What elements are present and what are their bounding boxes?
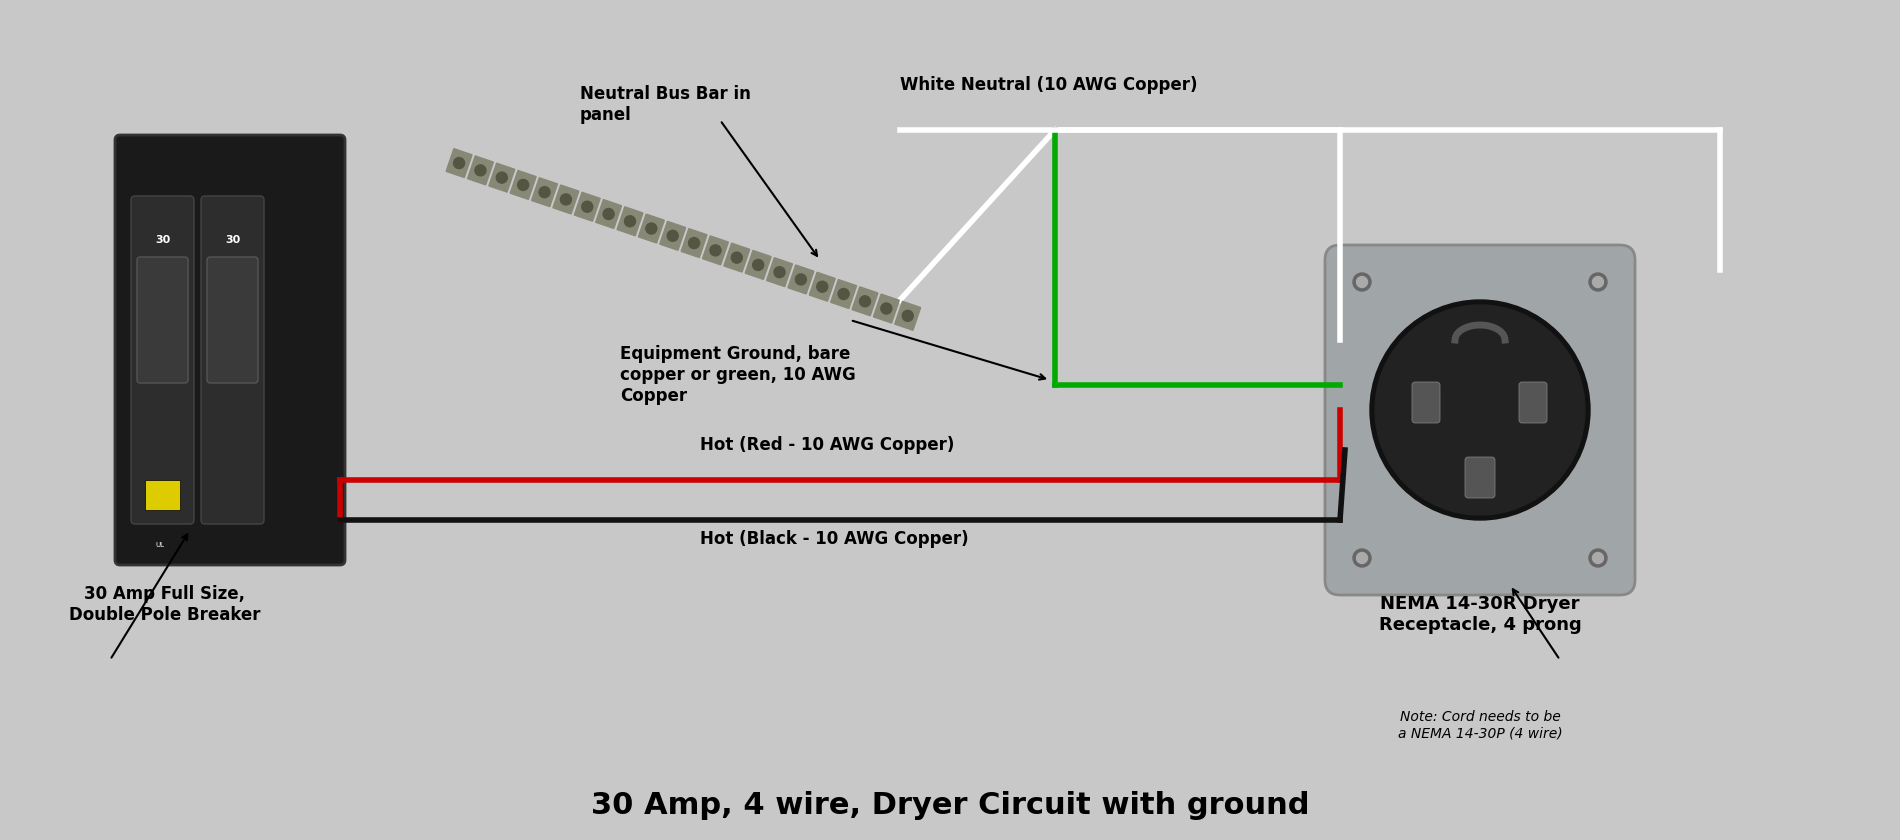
Circle shape xyxy=(1357,276,1368,287)
Circle shape xyxy=(1592,553,1604,564)
Text: Neutral Bus Bar in
panel: Neutral Bus Bar in panel xyxy=(580,85,750,123)
FancyBboxPatch shape xyxy=(1518,382,1547,423)
FancyBboxPatch shape xyxy=(137,257,188,383)
Polygon shape xyxy=(851,286,878,316)
Text: Note: Cord needs to be
a NEMA 14-30P (4 wire): Note: Cord needs to be a NEMA 14-30P (4 … xyxy=(1398,710,1562,740)
Circle shape xyxy=(1592,276,1604,287)
Polygon shape xyxy=(488,163,515,192)
Circle shape xyxy=(1353,273,1372,291)
Polygon shape xyxy=(680,228,707,258)
Circle shape xyxy=(496,172,507,183)
Polygon shape xyxy=(553,185,580,214)
Circle shape xyxy=(581,202,593,213)
Polygon shape xyxy=(446,149,471,177)
Circle shape xyxy=(1357,553,1368,564)
Polygon shape xyxy=(788,265,813,294)
Circle shape xyxy=(796,274,806,285)
Polygon shape xyxy=(597,200,621,228)
Polygon shape xyxy=(766,258,792,286)
Polygon shape xyxy=(467,156,494,185)
Polygon shape xyxy=(809,272,836,302)
Text: 30: 30 xyxy=(156,235,171,245)
Text: Hot (Red - 10 AWG Copper): Hot (Red - 10 AWG Copper) xyxy=(699,436,954,454)
Polygon shape xyxy=(724,244,750,272)
Text: NEMA 14-30R Dryer
Receptacle, 4 prong: NEMA 14-30R Dryer Receptacle, 4 prong xyxy=(1379,595,1581,634)
Circle shape xyxy=(602,208,614,219)
Polygon shape xyxy=(745,250,771,280)
FancyBboxPatch shape xyxy=(207,257,258,383)
FancyBboxPatch shape xyxy=(1324,245,1636,595)
Circle shape xyxy=(1370,300,1590,520)
Polygon shape xyxy=(895,302,922,330)
Circle shape xyxy=(625,216,635,227)
Circle shape xyxy=(1588,273,1607,291)
Circle shape xyxy=(773,266,785,278)
Circle shape xyxy=(517,180,528,191)
Circle shape xyxy=(454,158,466,169)
Circle shape xyxy=(838,288,849,300)
Circle shape xyxy=(817,281,828,292)
Polygon shape xyxy=(532,178,557,207)
Circle shape xyxy=(1376,305,1585,515)
Circle shape xyxy=(688,238,699,249)
FancyBboxPatch shape xyxy=(1412,382,1440,423)
Text: Hot (Black - 10 AWG Copper): Hot (Black - 10 AWG Copper) xyxy=(699,530,969,548)
Circle shape xyxy=(475,165,486,176)
Polygon shape xyxy=(659,222,686,250)
Polygon shape xyxy=(830,280,857,308)
Text: White Neutral (10 AWG Copper): White Neutral (10 AWG Copper) xyxy=(901,76,1197,94)
FancyBboxPatch shape xyxy=(1465,457,1495,498)
FancyBboxPatch shape xyxy=(116,135,346,565)
Polygon shape xyxy=(618,207,642,236)
Text: 30: 30 xyxy=(224,235,239,245)
Bar xyxy=(144,480,180,510)
Polygon shape xyxy=(638,214,665,243)
Text: Equipment Ground, bare
copper or green, 10 AWG
Copper: Equipment Ground, bare copper or green, … xyxy=(619,345,855,405)
Circle shape xyxy=(711,245,720,256)
Polygon shape xyxy=(574,192,600,221)
Circle shape xyxy=(540,186,549,197)
Circle shape xyxy=(752,260,764,270)
Circle shape xyxy=(1353,549,1372,567)
Text: UL: UL xyxy=(156,542,165,548)
Text: 30 Amp, 4 wire, Dryer Circuit with ground: 30 Amp, 4 wire, Dryer Circuit with groun… xyxy=(591,790,1309,820)
Circle shape xyxy=(667,230,678,241)
Circle shape xyxy=(732,252,743,263)
Text: 30 Amp Full Size,
Double Pole Breaker: 30 Amp Full Size, Double Pole Breaker xyxy=(68,585,260,624)
Circle shape xyxy=(646,223,657,234)
Circle shape xyxy=(882,303,891,314)
Circle shape xyxy=(902,310,914,322)
Polygon shape xyxy=(703,236,728,265)
Circle shape xyxy=(1588,549,1607,567)
Polygon shape xyxy=(874,294,899,323)
FancyBboxPatch shape xyxy=(131,196,194,524)
Polygon shape xyxy=(511,171,536,199)
Circle shape xyxy=(560,194,572,205)
Circle shape xyxy=(859,296,870,307)
FancyBboxPatch shape xyxy=(201,196,264,524)
